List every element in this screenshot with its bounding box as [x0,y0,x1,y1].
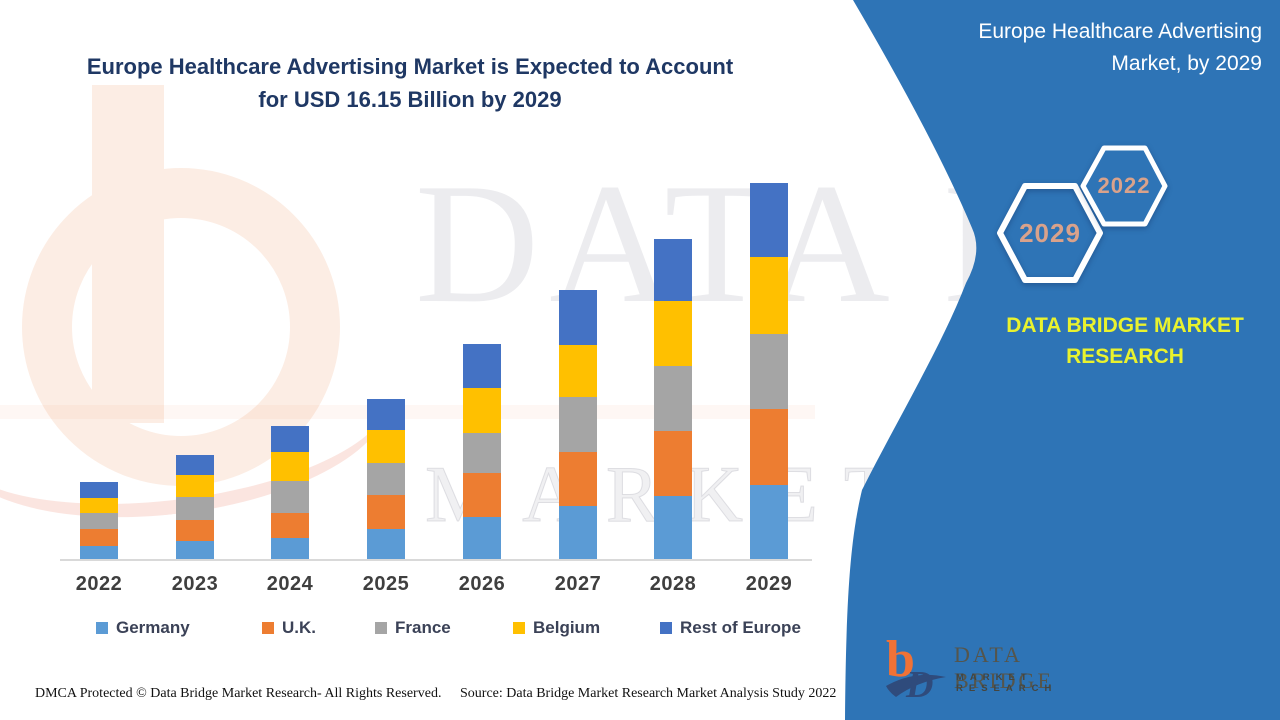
bar-segment-u-k-2029 [750,409,788,486]
hexagon-2022-label: 2022 [1097,173,1151,198]
bar-segment-u-k-2025 [367,495,405,529]
legend-item-rest-of-europe: Rest of Europe [660,618,801,638]
year-hexagons [997,145,1168,283]
bar-segment-belgium-2022 [80,498,118,514]
legend-swatch-belgium [513,622,525,634]
databridge-logo-icon: b D [886,634,946,704]
bar-segment-belgium-2025 [367,430,405,463]
legend-item-belgium: Belgium [513,618,600,638]
logo-tagline: MARKET RESEARCH [956,672,1058,694]
bar-segment-rest-of-europe-2026 [463,343,501,389]
bar-segment-france-2025 [367,462,405,496]
bar-segment-germany-2023 [176,540,214,560]
page-title: Europe Healthcare Advertising Market is … [40,50,780,116]
x-axis-label-2023: 2023 [171,573,219,595]
page-title-line2: for USD 16.15 Billion by 2029 [258,87,562,112]
bar-segment-france-2022 [80,513,118,529]
bar-segment-germany-2028 [654,496,692,560]
brand-heading-line2: RESEARCH [1066,345,1184,368]
legend-swatch-france [375,622,387,634]
bar-segment-belgium-2028 [654,301,692,367]
legend-swatch-u-k [262,622,274,634]
bar-segment-france-2027 [559,397,597,452]
bar-segment-germany-2022 [80,545,118,560]
page-title-line1: Europe Healthcare Advertising Market is … [86,54,734,79]
panel-title: Europe Healthcare Advertising Market, by… [902,16,1262,80]
hexagon-2029-label: 2029 [1019,218,1081,248]
legend-label-rest-of-europe: Rest of Europe [680,618,801,637]
brand-heading: DATA BRIDGE MARKET RESEARCH [985,310,1265,372]
legend-label-belgium: Belgium [533,618,601,637]
bar-segment-rest-of-europe-2022 [80,482,118,499]
bar-segment-france-2024 [271,481,309,513]
brand-heading-line1: DATA BRIDGE MARKET [1006,314,1244,337]
bar-segment-rest-of-europe-2024 [271,425,309,452]
bar-segment-u-k-2027 [559,451,597,507]
bar-segment-germany-2029 [750,485,788,560]
bar-segment-germany-2024 [271,537,309,560]
bar-segment-u-k-2026 [463,473,501,517]
bar-segment-germany-2027 [559,506,597,560]
x-axis-label-2026: 2026 [458,573,506,595]
bar-segment-rest-of-europe-2028 [654,238,692,302]
databridge-logo: b D DATA BRIDGE MARKET RESEARCH [884,632,1124,710]
bar-segment-u-k-2023 [176,519,214,541]
svg-text:D: D [905,664,933,704]
bar-segment-belgium-2029 [750,256,788,334]
legend-label-france: France [395,618,451,637]
bar-segment-rest-of-europe-2023 [176,454,214,476]
x-axis-label-2025: 2025 [362,573,410,595]
bar-segment-france-2029 [750,333,788,410]
watermark-band [0,405,815,419]
bar-segment-u-k-2028 [654,430,692,497]
legend-item-france: France [375,618,451,638]
legend-swatch-germany [96,622,108,634]
legend-label-germany: Germany [116,618,190,637]
bar-segment-belgium-2023 [176,475,214,498]
logo-wordmark: DATA BRIDGE [954,642,1054,693]
bar-segment-rest-of-europe-2025 [367,399,405,431]
x-axis-label-2029: 2029 [745,573,793,595]
bar-segment-france-2028 [654,366,692,431]
bar-segment-rest-of-europe-2029 [750,183,788,257]
legend: Germany U.K. France Belgium Rest of Europe [0,618,840,642]
bar-segment-belgium-2027 [559,344,597,398]
bar-segment-france-2026 [463,432,501,474]
bar-segment-germany-2026 [463,516,501,560]
x-axis-line [60,559,812,561]
bar-segment-germany-2025 [367,528,405,560]
bar-segment-u-k-2024 [271,512,309,538]
legend-item-u-k: U.K. [262,618,316,638]
x-axis-label-2028: 2028 [649,573,697,595]
blue-side-panel [845,0,1280,720]
panel-title-line2: Market, by 2029 [1111,52,1262,75]
legend-item-germany: Germany [96,618,190,638]
footer-source-text: Source: Data Bridge Market Research Mark… [460,686,837,701]
x-axis-label-2022: 2022 [75,573,123,595]
bar-segment-belgium-2024 [271,451,309,482]
x-axis-label-2027: 2027 [554,573,602,595]
footer-dmca-text: DMCA Protected © Data Bridge Market Rese… [35,686,442,701]
hexagon-2022 [1080,145,1168,227]
blue-panel-shape [845,0,1280,720]
bar-segment-belgium-2026 [463,388,501,433]
hexagon-2029 [997,183,1103,283]
bar-segment-rest-of-europe-2027 [559,289,597,345]
legend-swatch-rest-of-europe [660,622,672,634]
panel-title-line1: Europe Healthcare Advertising [978,20,1262,43]
bar-segment-france-2023 [176,497,214,520]
legend-label-u-k: U.K. [282,618,316,637]
x-axis-label-2024: 2024 [266,573,314,595]
bar-segment-u-k-2022 [80,528,118,546]
